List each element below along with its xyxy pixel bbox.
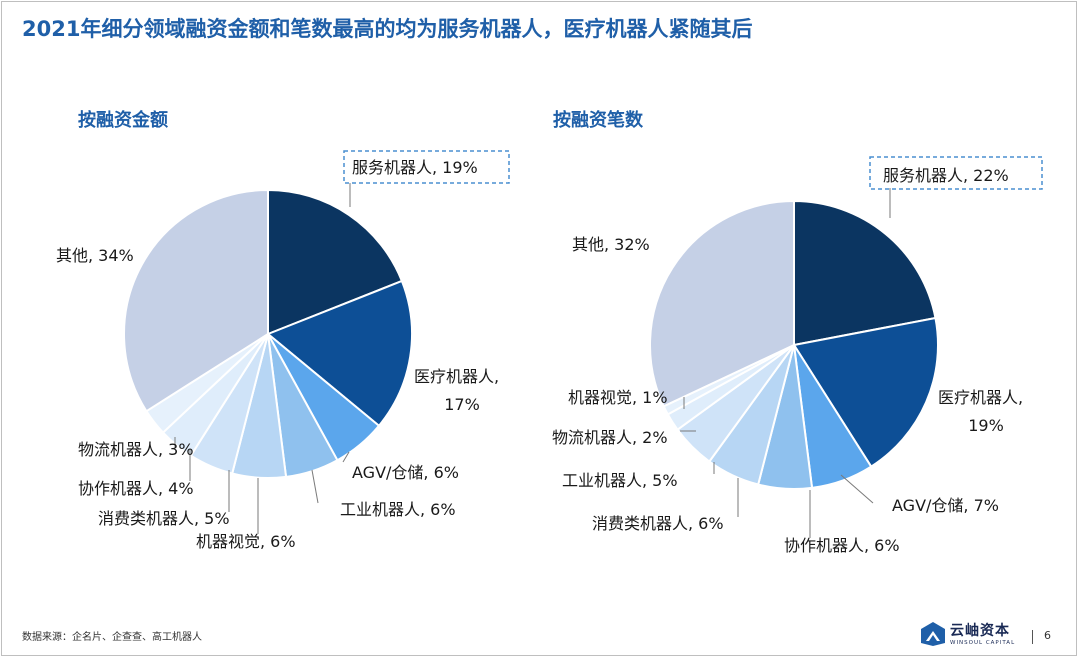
data-label: 机器视觉, 6% bbox=[196, 532, 296, 551]
leader-line bbox=[311, 469, 319, 504]
pie-slice bbox=[123, 188, 269, 413]
data-label: 服务机器人, 22% bbox=[883, 166, 1009, 185]
data-label: 其他, 34% bbox=[56, 246, 134, 265]
data-label: 物流机器人, 3% bbox=[78, 440, 194, 459]
data-label: AGV/仓储, 7% bbox=[892, 496, 999, 515]
data-label: 机器视觉, 1% bbox=[568, 388, 668, 407]
pie-slice bbox=[267, 188, 404, 336]
logo-name: 云岫资本 bbox=[950, 623, 1010, 639]
pie-slice bbox=[266, 279, 413, 428]
pie-slice bbox=[649, 199, 795, 408]
data-label: 协作机器人, 4% bbox=[78, 479, 194, 498]
pie-chart-amount: 服务机器人, 19% 医疗机器人, 17% AGV/仓储, 6% 工业机器人, 6% 机器… bbox=[56, 150, 510, 551]
data-label: 服务机器人, 19% bbox=[352, 158, 478, 177]
leader-line bbox=[342, 451, 350, 463]
page-number: 6 bbox=[1044, 629, 1051, 642]
data-label: 医疗机器人, bbox=[414, 367, 499, 386]
data-source: 数据来源：企名片、企查查、高工机器人 bbox=[22, 632, 202, 643]
chart-title-count: 按融资笔数 bbox=[553, 110, 643, 131]
slide-title: 2021年细分领域融资金额和笔数最高的均为服务机器人，医疗机器人紧随其后 bbox=[22, 17, 753, 41]
data-label: 物流机器人, 2% bbox=[552, 428, 668, 447]
data-label: 工业机器人, 5% bbox=[562, 471, 678, 490]
data-label-value: 17% bbox=[444, 395, 480, 414]
pie-slice bbox=[793, 199, 937, 347]
logo-subtitle: WINSOUL CAPITAL bbox=[950, 640, 1016, 646]
pie-slice bbox=[792, 316, 939, 468]
leader-line bbox=[840, 474, 874, 504]
data-label: 消费类机器人, 5% bbox=[98, 509, 230, 528]
data-label: 其他, 32% bbox=[572, 235, 650, 254]
data-label: AGV/仓储, 6% bbox=[352, 463, 459, 482]
data-label: 工业机器人, 6% bbox=[340, 500, 456, 519]
highlight-box bbox=[869, 156, 1043, 190]
data-label: 协作机器人, 6% bbox=[784, 536, 900, 555]
brand-logo: 云岫资本 WINSOUL CAPITAL bbox=[920, 621, 1030, 651]
data-label-value: 19% bbox=[968, 416, 1004, 435]
chart-title-amount: 按融资金额 bbox=[78, 110, 168, 131]
data-label: 消费类机器人, 6% bbox=[592, 514, 724, 533]
winsoul-logo-icon bbox=[921, 622, 945, 646]
footer-divider bbox=[1032, 630, 1033, 644]
highlight-box bbox=[343, 150, 510, 184]
pie-chart-count: 服务机器人, 22% 医疗机器人, 19% AGV/仓储, 7% 协作机器人, 6% 消费… bbox=[552, 156, 1043, 555]
data-label: 医疗机器人, bbox=[938, 388, 1023, 407]
